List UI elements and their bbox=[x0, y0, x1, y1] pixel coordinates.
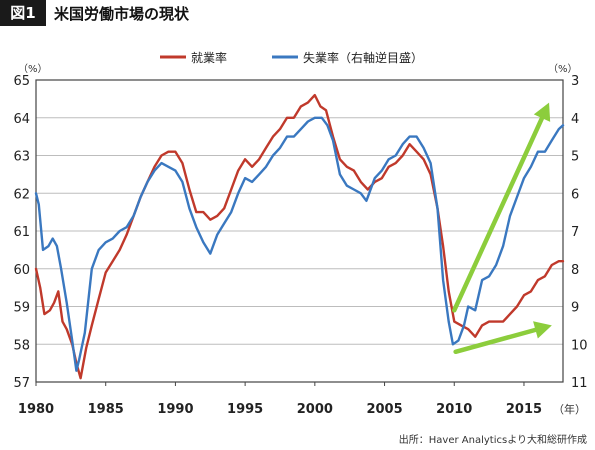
annotation-arrows bbox=[452, 102, 552, 355]
x-tick-label: 1990 bbox=[157, 402, 193, 417]
figure-header: 図1 米国労働市場の現状 bbox=[0, 0, 595, 26]
x-tick-label: 2000 bbox=[297, 402, 333, 417]
left-tick-label: 65 bbox=[13, 74, 30, 89]
legend-label: 失業率（右軸逆目盛） bbox=[303, 50, 423, 65]
left-tick-label: 59 bbox=[13, 301, 30, 316]
right-tick-label: 9 bbox=[571, 301, 579, 316]
right-tick-label: 3 bbox=[571, 74, 579, 89]
left-tick-label: 58 bbox=[13, 338, 30, 353]
source-note: 出所：Haver Analyticsより大和総研作成 bbox=[398, 435, 587, 446]
left-axis-unit: （%） bbox=[18, 63, 48, 75]
employment-rate-line bbox=[34, 93, 565, 380]
right-tick-label: 5 bbox=[571, 150, 579, 165]
trend-arrow-head bbox=[533, 102, 551, 122]
legend: 就業率 失業率（右軸逆目盛） bbox=[160, 50, 423, 65]
right-tick-label: 10 bbox=[571, 338, 588, 353]
right-tick-label: 7 bbox=[571, 225, 579, 240]
x-tick-label: 2010 bbox=[436, 402, 472, 417]
left-tick-label: 62 bbox=[13, 187, 30, 202]
figure-number-badge: 図1 bbox=[0, 0, 46, 26]
trend-arrow-head bbox=[533, 321, 552, 339]
right-tick-label: 6 bbox=[571, 187, 579, 202]
unemployment-rate-line bbox=[34, 116, 565, 372]
right-tick-label: 8 bbox=[571, 263, 579, 278]
left-tick-label: 64 bbox=[13, 112, 30, 127]
legend-label: 就業率 bbox=[191, 50, 227, 65]
figure-title: 米国労働市場の現状 bbox=[54, 5, 190, 23]
right-axis-unit: （%） bbox=[548, 63, 578, 75]
plot-frame bbox=[35, 79, 564, 383]
right-tick-label: 11 bbox=[571, 376, 588, 391]
x-axis-unit: （年） bbox=[553, 402, 586, 416]
x-axis: 1980 1985 1990 1995 2000 2005 2010 2015 bbox=[18, 382, 542, 417]
grid-lines bbox=[36, 79, 563, 383]
left-tick-label: 60 bbox=[13, 263, 30, 278]
x-tick-label: 1980 bbox=[18, 402, 54, 417]
trend-arrow-shaft bbox=[453, 327, 538, 355]
right-axis: 3 4 5 6 7 8 9 10 11 bbox=[571, 74, 588, 391]
series-group bbox=[34, 93, 565, 380]
left-tick-label: 57 bbox=[13, 376, 30, 391]
x-tick-label: 1995 bbox=[227, 402, 263, 417]
right-tick-label: 4 bbox=[571, 112, 579, 127]
left-tick-label: 63 bbox=[13, 150, 30, 165]
x-tick-label: 2005 bbox=[366, 402, 402, 417]
trend-arrow-shaft bbox=[452, 115, 545, 313]
x-tick-label: 1985 bbox=[88, 402, 124, 417]
x-tick-label: 2015 bbox=[506, 402, 542, 417]
left-tick-label: 61 bbox=[13, 225, 30, 240]
left-axis: 57 58 59 60 61 62 63 64 65 bbox=[13, 74, 30, 391]
